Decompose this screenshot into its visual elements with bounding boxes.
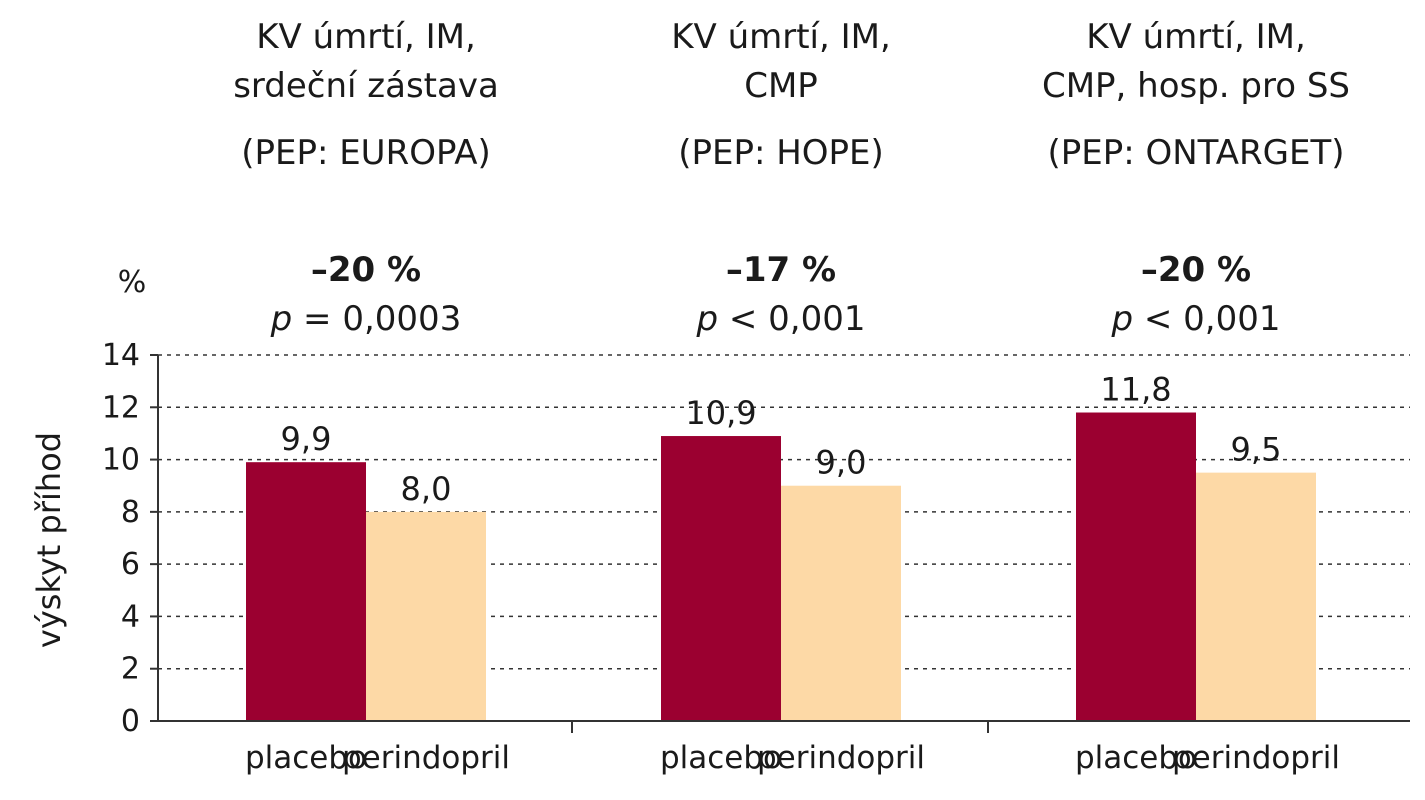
group-title-line: CMP, hosp. pro SS	[1042, 66, 1350, 106]
y-tick-label: 0	[121, 704, 140, 739]
annotation-layer: 0 2 4 6 8 10 12 14 KV úmrtí, IM, srdeční zástava (…	[102, 17, 1350, 776]
x-category-label: perindopril	[757, 740, 925, 776]
value-label: 9,9	[281, 420, 332, 458]
p-symbol: p	[270, 299, 293, 339]
value-label: 9,5	[1231, 431, 1282, 469]
y-tick-label: 12	[102, 390, 140, 425]
axis-layer	[150, 354, 1410, 733]
y-tick-label: 8	[121, 495, 140, 530]
x-category-label: perindopril	[1172, 740, 1340, 776]
group-title-line: srdeční zástava	[233, 66, 499, 106]
group-title-line: KV úmrtí, IM,	[671, 17, 891, 57]
group-title-line: (PEP: EUROPA)	[241, 133, 491, 173]
bar-perindopril	[366, 511, 486, 721]
p-value: = 0,0003	[292, 299, 461, 339]
bar-perindopril	[781, 485, 901, 721]
y-axis-label: výskyt příhod	[30, 432, 68, 648]
x-category-label: placebo	[1075, 740, 1197, 776]
value-label: 11,8	[1100, 371, 1171, 409]
p-value-label: p < 0,001	[1110, 299, 1280, 339]
y-tick-label: 6	[121, 547, 140, 582]
value-label: 8,0	[401, 470, 452, 508]
p-value-label: p = 0,0003	[270, 299, 462, 339]
bar-placebo	[661, 436, 781, 721]
group-title-line: (PEP: ONTARGET)	[1047, 133, 1344, 173]
group-title-line: KV úmrtí, IM,	[256, 17, 476, 57]
y-tick-label: 10	[102, 443, 140, 478]
bars-layer	[246, 412, 1316, 721]
p-symbol: p	[1110, 299, 1133, 339]
reduction-label: –17 %	[726, 250, 836, 290]
reduction-label: –20 %	[1141, 250, 1251, 290]
y-tick-label: 4	[121, 599, 140, 634]
reduction-label: –20 %	[311, 250, 421, 290]
bar-perindopril	[1196, 472, 1316, 721]
x-category-label: perindopril	[342, 740, 510, 776]
bar-placebo	[246, 462, 366, 721]
value-label: 9,0	[816, 444, 867, 482]
p-value: < 0,001	[718, 299, 865, 339]
group-title-line: CMP	[744, 66, 818, 106]
bar-placebo	[1076, 412, 1196, 721]
y-tick-label: 2	[121, 652, 140, 687]
value-label: 10,9	[685, 394, 756, 432]
x-category-label: placebo	[660, 740, 782, 776]
group-title-line: (PEP: HOPE)	[678, 133, 884, 173]
p-value-label: p < 0,001	[695, 299, 865, 339]
group-title-line: KV úmrtí, IM,	[1086, 17, 1306, 57]
x-category-label: placebo	[245, 740, 367, 776]
p-symbol: p	[695, 299, 718, 339]
y-tick-label: 14	[102, 338, 140, 373]
p-value: < 0,001	[1133, 299, 1280, 339]
y-unit-label: %	[118, 265, 147, 300]
